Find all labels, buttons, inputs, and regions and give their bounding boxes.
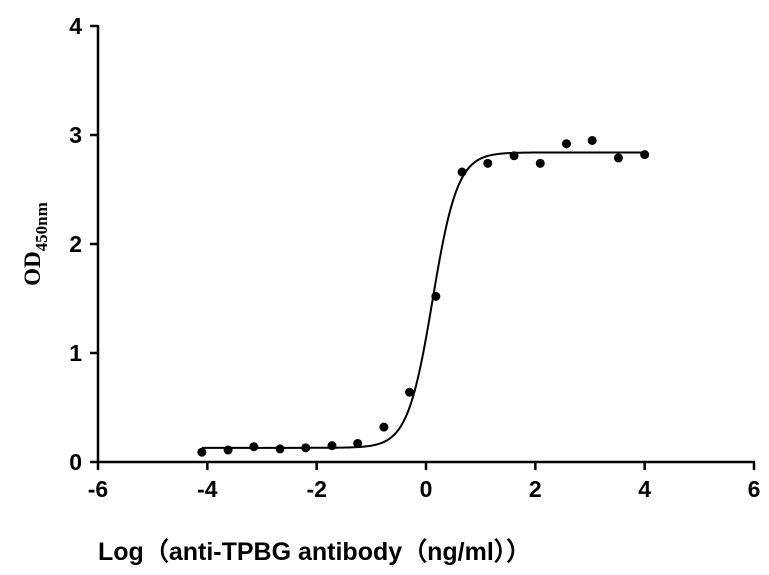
data-point xyxy=(561,139,571,149)
data-point xyxy=(431,291,441,301)
data-point xyxy=(327,441,337,451)
data-point xyxy=(457,167,467,177)
fit-curve xyxy=(201,151,645,449)
x-tick-label: 2 xyxy=(529,476,542,502)
x-tick-label: 0 xyxy=(420,476,433,502)
data-point xyxy=(275,444,285,454)
data-point xyxy=(353,438,363,448)
x-tick-label: -4 xyxy=(197,476,218,502)
y-axis-label: OD450nm xyxy=(20,202,51,286)
x-tick-label: -6 xyxy=(88,476,108,502)
data-point xyxy=(197,447,207,457)
x-tick-label: 4 xyxy=(638,476,651,502)
data-point xyxy=(535,158,545,168)
data-point xyxy=(587,135,597,145)
data-point xyxy=(613,153,623,163)
x-tick-label: 6 xyxy=(748,476,761,502)
data-point xyxy=(301,443,311,453)
data-point xyxy=(379,422,389,432)
x-tick-label: -2 xyxy=(306,476,326,502)
y-axis-label-subscript: 450nm xyxy=(32,202,51,251)
data-point xyxy=(640,150,650,160)
y-tick-label: 4 xyxy=(69,13,82,39)
x-axis-label: Log（anti-TPBG antibody（ng/ml）） xyxy=(98,537,531,566)
y-tick-label: 0 xyxy=(69,449,82,475)
data-point xyxy=(483,158,493,168)
y-tick-label: 1 xyxy=(69,340,82,366)
y-tick-label: 2 xyxy=(69,231,82,257)
y-tick-label: 3 xyxy=(69,122,82,148)
data-point xyxy=(223,445,233,455)
y-axis-label-main: OD xyxy=(20,251,45,286)
data-point xyxy=(405,387,415,397)
data-point xyxy=(509,151,519,161)
data-point xyxy=(249,442,259,452)
